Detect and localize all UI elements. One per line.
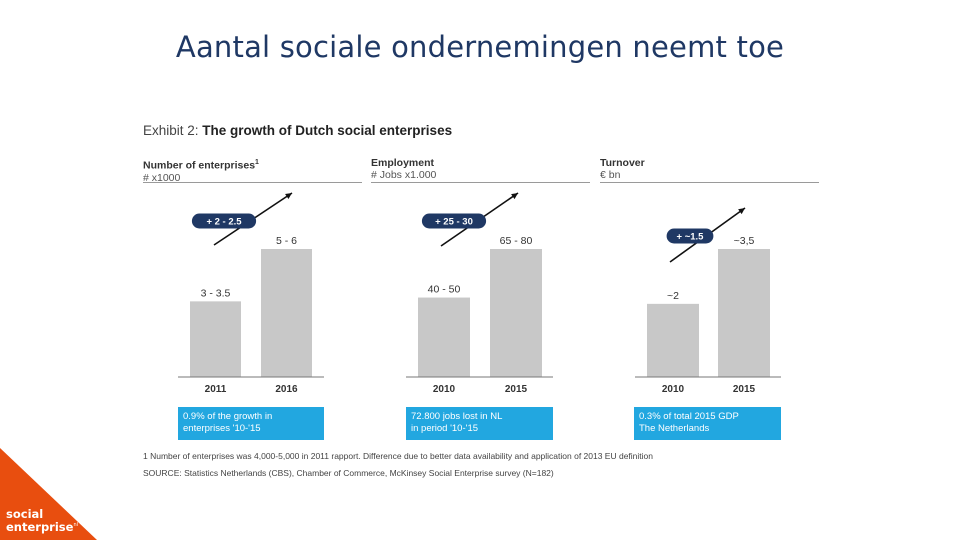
x-tick-label: 2015 — [733, 384, 756, 395]
bar — [261, 249, 312, 377]
panel-unit-enterprises: # x1000 — [143, 171, 181, 184]
footnote: 1 Number of enterprises was 4,000-5,000 … — [143, 451, 654, 461]
logo-line-2: enterprise — [6, 519, 74, 534]
growth-arrowhead — [285, 193, 292, 200]
x-tick-label: 2010 — [433, 384, 456, 395]
exhibit-title: Exhibit 2: The growth of Dutch social en… — [143, 123, 452, 138]
growth-arrowhead — [511, 193, 518, 200]
data-label: 5 - 6 — [276, 235, 297, 247]
panel-header-enterprises: Number of enterprises1 # x1000 — [143, 157, 362, 184]
data-label: 3 - 3.5 — [201, 287, 231, 299]
data-label: ~2 — [667, 290, 679, 302]
logo-suffix: nl — [73, 522, 79, 528]
panel-header-employment: Employment # Jobs x1.000 — [371, 157, 590, 183]
exhibit-heading: The growth of Dutch social enterprises — [202, 123, 453, 138]
callout-enterprises: 0.9% of the growth in enterprises '10-'1… — [178, 407, 324, 440]
bar — [718, 249, 770, 377]
x-tick-label: 2011 — [205, 384, 227, 395]
social-enterprise-logo: social enterprisenl — [6, 507, 79, 534]
callout-line: The Netherlands — [639, 423, 710, 434]
callout-line: enterprises '10-'15 — [183, 423, 261, 434]
callout-line: 0.9% of the growth in — [183, 411, 273, 422]
callout-line: 0.3% of total 2015 GDP — [639, 411, 739, 422]
panel-title-turnover: Turnover — [600, 157, 645, 169]
callout-line: 72.800 jobs lost in NL — [411, 411, 503, 422]
growth-badge — [421, 213, 487, 229]
panel-title-employment: Employment — [371, 157, 435, 169]
footnote-marker: 1 — [255, 159, 259, 166]
slide-title: Aantal sociale ondernemingen neemt toe — [175, 30, 785, 64]
growth-label: + ~1.5 — [677, 232, 705, 243]
callout-line: in period '10-'15 — [411, 423, 479, 434]
bar — [418, 297, 470, 377]
bar — [647, 303, 699, 377]
x-tick-label: 2016 — [275, 384, 298, 395]
panel-unit-turnover: € bn — [600, 169, 621, 181]
growth-badge — [666, 228, 714, 244]
panel-header-turnover: Turnover € bn — [600, 157, 819, 183]
exhibit-lead: Exhibit 2: — [143, 123, 199, 138]
data-label: 65 - 80 — [500, 235, 533, 247]
orange-corner-shape — [0, 448, 97, 540]
growth-label: + 2 - 2.5 — [206, 217, 242, 228]
growth-label: + 25 - 30 — [435, 217, 473, 228]
x-tick-label: 2015 — [505, 384, 528, 395]
growth-arrowhead — [738, 208, 745, 215]
bar — [190, 301, 241, 377]
callout-turnover: 0.3% of total 2015 GDP The Netherlands — [634, 407, 781, 440]
source-note: SOURCE: Statistics Netherlands (CBS), Ch… — [143, 468, 554, 478]
panel-unit-employment: # Jobs x1.000 — [371, 169, 437, 181]
callout-employment: 72.800 jobs lost in NL in period '10-'15 — [406, 407, 553, 440]
x-tick-label: 2010 — [662, 384, 685, 395]
growth-badge — [191, 213, 257, 229]
logo-line-1: social — [6, 507, 44, 521]
data-label: ~3,5 — [734, 235, 755, 247]
bar — [490, 249, 542, 377]
data-label: 40 - 50 — [428, 284, 461, 296]
panel-title-enterprises: Number of enterprises — [143, 159, 256, 172]
